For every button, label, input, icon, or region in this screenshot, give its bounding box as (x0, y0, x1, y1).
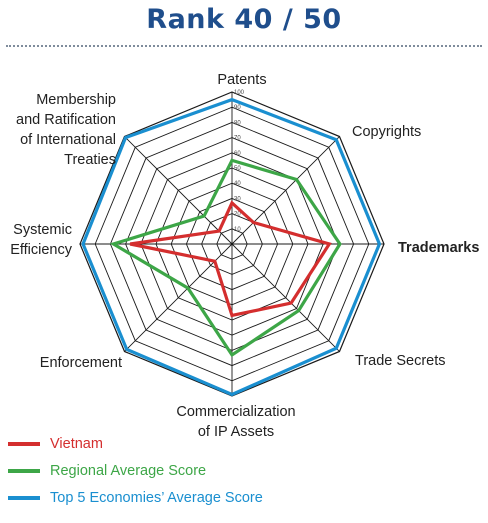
axis-label-1: Patents (217, 72, 266, 88)
tick-label: 70 (234, 136, 241, 142)
legend-item: Regional Average Score (8, 457, 263, 484)
axis-label-line: of IP Assets (198, 424, 274, 440)
title-divider (6, 45, 482, 47)
grid-spoke (231, 243, 340, 352)
axis-label-line: Treaties (64, 152, 116, 168)
tick-label: 20 (234, 212, 241, 218)
legend-label: Regional Average Score (50, 462, 207, 479)
axis-label-line: of International (20, 132, 116, 148)
radar-series (81, 97, 382, 397)
legend-label: Vietnam (50, 435, 103, 452)
axis-label-line: Systemic (13, 222, 72, 238)
axis-label-line: Patents (217, 72, 266, 88)
axis-label-line: Commercialization (176, 404, 295, 420)
axis-label-7: Systemic Efficiency (10, 222, 73, 258)
legend-label: Top 5 Economies’ Average Score (50, 489, 263, 506)
grid-spoke (231, 136, 340, 245)
axis-label-5: Commercialization of IP Assets (176, 404, 295, 440)
legend-swatch (8, 495, 40, 500)
axis-label-6: Enforcement (40, 355, 122, 371)
axis-label-line: Trademarks (398, 240, 479, 256)
tick-label: 30 (234, 196, 241, 202)
tick-label: 60 (234, 151, 241, 157)
axis-label-line: Efficiency (10, 242, 73, 258)
axis-label-line: Enforcement (40, 355, 122, 371)
legend-item: Vietnam (8, 430, 263, 457)
axis-label-line: Trade Secrets (355, 353, 446, 369)
axis-label-line: Membership (36, 92, 116, 108)
series-line-regional-average-score (109, 158, 342, 358)
legend-swatch (8, 468, 40, 473)
tick-label: 80 (234, 120, 241, 126)
axis-label-line: Copyrights (352, 124, 421, 140)
series-line-top-5-economies-average-score (81, 97, 382, 397)
tick-label: 90 (234, 105, 241, 111)
grid-spoke (124, 136, 233, 245)
axis-label-8: Membership and Ratification of Internation… (16, 92, 116, 168)
tick-label: 10 (234, 227, 241, 233)
legend: Vietnam Regional Average Score Top 5 Econo… (8, 430, 263, 511)
axis-label-line: and Ratification (16, 112, 116, 128)
radar-axis-labels: Patents Copyrights Trademarks Trade Secrets… (10, 72, 479, 440)
tick-label: 100 (234, 90, 245, 96)
axis-label-3: Trademarks (398, 240, 479, 256)
axis-label-4: Trade Secrets (355, 353, 446, 369)
series-line-vietnam (129, 200, 332, 318)
tick-label: 40 (234, 181, 241, 187)
axis-label-2: Copyrights (352, 124, 421, 140)
legend-swatch (8, 441, 40, 446)
radar-tick-labels: 10 20 30 40 50 60 70 80 90 100 (234, 90, 245, 233)
page-title: Rank 40 / 50 (146, 4, 342, 35)
legend-item: Top 5 Economies’ Average Score (8, 484, 263, 511)
tick-label: 50 (234, 166, 241, 172)
